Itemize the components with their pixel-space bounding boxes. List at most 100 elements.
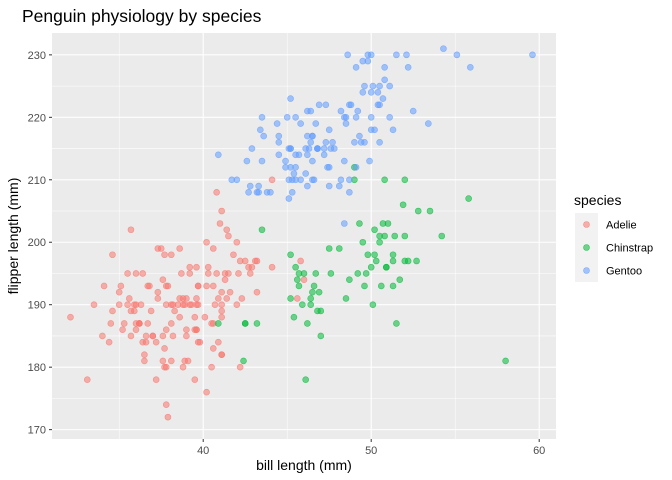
data-point (132, 270, 140, 277)
plot-panel (52, 33, 556, 439)
data-point (453, 51, 461, 59)
y-tick-label: 210 (28, 175, 46, 187)
data-point (288, 188, 296, 196)
data-point (282, 157, 289, 165)
data-point (292, 176, 299, 184)
data-point (218, 313, 225, 321)
data-point (403, 51, 410, 59)
data-points (67, 45, 536, 421)
data-point (201, 313, 209, 321)
data-point (141, 357, 148, 365)
data-point (307, 107, 315, 115)
data-point (253, 288, 261, 296)
data-point (255, 188, 262, 196)
data-point (257, 126, 264, 134)
data-point (304, 182, 311, 190)
data-point (317, 307, 325, 315)
data-point (125, 295, 133, 302)
data-point (186, 270, 194, 277)
data-point (157, 245, 165, 252)
series-chinstrap (215, 163, 509, 383)
legend-item-gentoo: Gentoo (575, 259, 642, 282)
data-point (161, 345, 168, 352)
data-point (362, 270, 370, 277)
data-point (389, 257, 397, 265)
data-point (354, 270, 362, 277)
data-point (245, 263, 252, 271)
data-point (322, 139, 330, 146)
data-point (295, 270, 303, 277)
data-point (253, 320, 261, 327)
data-point (309, 157, 316, 165)
data-point (183, 332, 190, 340)
data-point (376, 139, 383, 146)
data-point (154, 295, 162, 302)
data-point (218, 207, 225, 215)
data-point (337, 176, 345, 184)
data-point (230, 251, 237, 259)
data-point (379, 220, 387, 227)
data-point (119, 326, 126, 333)
data-point (376, 238, 383, 246)
data-point (209, 245, 217, 252)
data-point (440, 45, 447, 52)
data-point (320, 145, 328, 152)
data-point (218, 307, 225, 315)
data-point (529, 51, 536, 59)
data-point (193, 326, 200, 333)
data-point (215, 151, 222, 159)
data-point (354, 107, 362, 115)
data-point (341, 157, 348, 165)
data-point (413, 257, 420, 265)
data-point (117, 282, 125, 290)
data-point (268, 263, 276, 271)
data-point (204, 270, 212, 277)
data-point (344, 51, 351, 59)
data-point (307, 301, 315, 309)
x-tick-label: 60 (533, 445, 545, 457)
data-point (404, 257, 412, 265)
data-point (268, 176, 276, 184)
data-point (374, 89, 382, 96)
data-point (149, 332, 157, 340)
data-point (366, 157, 373, 165)
data-point (218, 301, 225, 309)
data-point (236, 363, 244, 371)
data-point (372, 257, 380, 265)
data-point (105, 338, 113, 346)
data-point (181, 357, 189, 365)
data-point (287, 251, 294, 259)
data-point (191, 313, 199, 321)
data-point (285, 176, 293, 184)
data-point (275, 132, 283, 140)
data-point (377, 282, 385, 290)
data-point (204, 263, 212, 271)
data-point (238, 295, 246, 302)
data-point (142, 332, 150, 340)
data-point (263, 188, 271, 196)
data-point (404, 64, 412, 71)
data-point (186, 263, 194, 271)
data-point (367, 114, 375, 121)
data-point (159, 332, 167, 340)
y-axis-ticks: 170 180 190 200 210 220 230 (28, 50, 52, 437)
y-tick-label: 180 (28, 362, 46, 374)
data-point (109, 251, 116, 259)
data-point (146, 282, 153, 290)
data-point (383, 263, 390, 271)
data-point (162, 282, 170, 290)
data-point (174, 301, 182, 309)
data-point (137, 301, 145, 309)
data-point (310, 176, 318, 184)
data-point (221, 276, 229, 284)
data-point (226, 288, 234, 296)
data-point (275, 139, 283, 146)
data-point (425, 120, 432, 127)
data-point (342, 295, 350, 302)
y-tick-label: 190 (28, 300, 46, 312)
data-point (127, 307, 135, 315)
data-point (361, 82, 368, 90)
data-point (367, 89, 375, 96)
data-point (107, 320, 115, 327)
data-point (341, 220, 348, 227)
